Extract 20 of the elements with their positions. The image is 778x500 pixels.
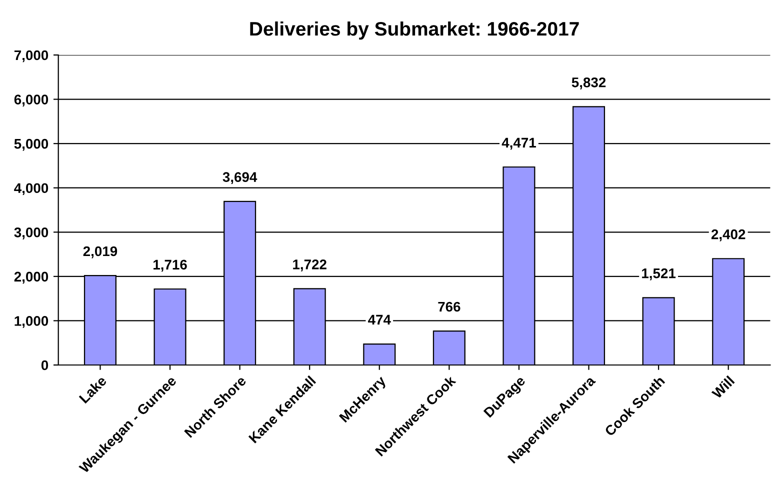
y-tick-label: 0 — [41, 360, 48, 370]
y-tick-label: 1,000 — [14, 316, 48, 328]
data-label: 474 — [368, 314, 391, 324]
data-label: 766 — [438, 302, 460, 312]
data-label: 2,402 — [711, 229, 746, 242]
data-label: 5,832 — [572, 77, 606, 90]
data-label: 1,521 — [642, 268, 676, 280]
data-label: 4,471 — [502, 138, 536, 150]
data-label: 2,019 — [83, 246, 118, 258]
y-tick-label: 7,000 — [14, 50, 48, 62]
y-tick-label: 6,000 — [14, 94, 48, 106]
data-label: 1,722 — [293, 259, 326, 272]
data-label: 3,694 — [222, 172, 258, 184]
data-label: 1,716 — [154, 260, 187, 272]
y-tick-label: 3,000 — [14, 227, 48, 240]
chart-title: Deliveries by Submarket: 1966-2017 — [250, 21, 579, 40]
x-tick-label: Will — [710, 375, 735, 400]
y-tick-label: 4,000 — [14, 183, 48, 196]
y-tick-label: 2,000 — [14, 272, 48, 284]
y-tick-label: 5,000 — [14, 138, 48, 151]
